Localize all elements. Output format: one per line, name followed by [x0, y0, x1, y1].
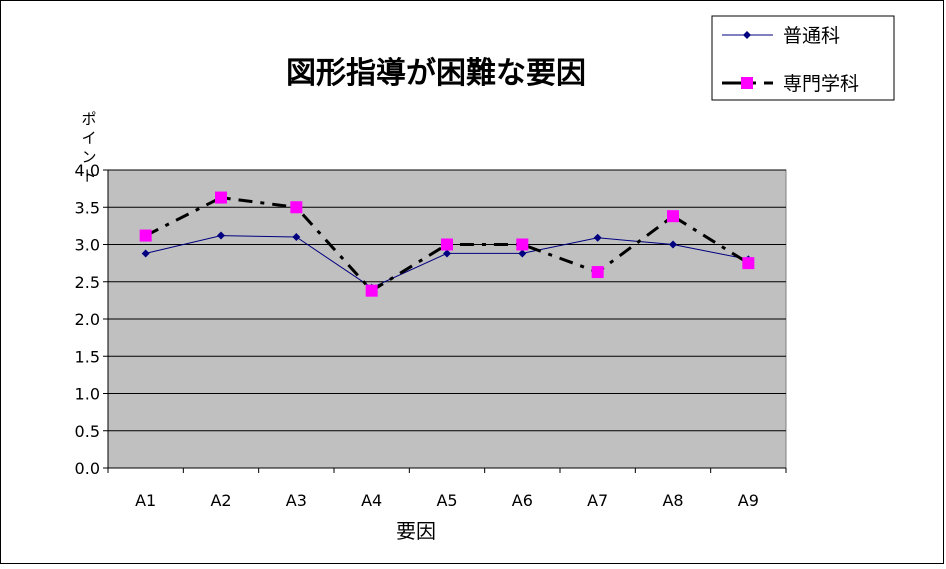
legend-label: 普通科	[783, 25, 840, 47]
y-tick-label: 1.5	[75, 347, 100, 366]
x-tick-label: A8	[662, 491, 683, 510]
data-point	[141, 249, 150, 258]
y-axis-title-char: ポ	[81, 110, 96, 128]
legend-label: 専門学科	[783, 73, 859, 95]
x-axis-title: 要因	[396, 519, 436, 543]
series-2	[139, 191, 755, 297]
data-point	[217, 231, 225, 240]
data-point	[441, 238, 453, 251]
data-point	[290, 201, 303, 214]
y-axis-title-char: ン	[81, 148, 96, 166]
data-point	[215, 191, 227, 204]
legend-marker	[743, 31, 751, 39]
x-tick-label: A2	[210, 491, 231, 510]
y-tick-label: 1.0	[75, 385, 100, 404]
x-tick-label: A1	[135, 491, 156, 510]
data-point	[139, 229, 152, 242]
y-axis-title-char: イ	[81, 129, 96, 147]
y-tick-label: 2.5	[75, 273, 100, 292]
x-tick-label: A5	[436, 491, 457, 510]
series-line	[145, 196, 750, 293]
x-tick-label: A7	[587, 491, 608, 510]
data-point	[516, 238, 529, 251]
data-point	[742, 257, 755, 270]
x-tick-label: A9	[738, 491, 759, 510]
legend-item-2: 専門学科	[722, 73, 859, 95]
x-tick-label: A6	[512, 491, 533, 510]
x-tick-label: A3	[286, 491, 307, 510]
data-point	[593, 233, 602, 242]
y-tick-label: 4.0	[75, 161, 100, 180]
data-point	[667, 210, 679, 223]
y-tick-label: 2.0	[75, 310, 100, 329]
y-tick-label: 0.0	[75, 459, 100, 478]
data-point	[443, 249, 451, 258]
legend-item-1: 普通科	[722, 25, 840, 47]
y-tick-label: 3.0	[75, 236, 100, 255]
legend-marker	[741, 77, 753, 89]
y-tick-label: 0.5	[75, 422, 100, 441]
data-point	[669, 240, 677, 249]
y-tick-label: 3.5	[75, 198, 100, 217]
data-point	[591, 266, 604, 279]
y-axis-title-char: ト	[81, 167, 96, 185]
chart-title: 図形指導が困難な要因	[286, 56, 586, 91]
x-tick-label: A4	[361, 491, 382, 510]
data-point	[292, 233, 301, 242]
data-point	[518, 249, 527, 258]
plot-area: 0.0 0.5 1.0 1.5 2.0 2.5 3.0 3.5 4.0 A1 A2 A3 A4 A5 A6 A…	[75, 161, 787, 510]
data-point	[365, 284, 378, 297]
